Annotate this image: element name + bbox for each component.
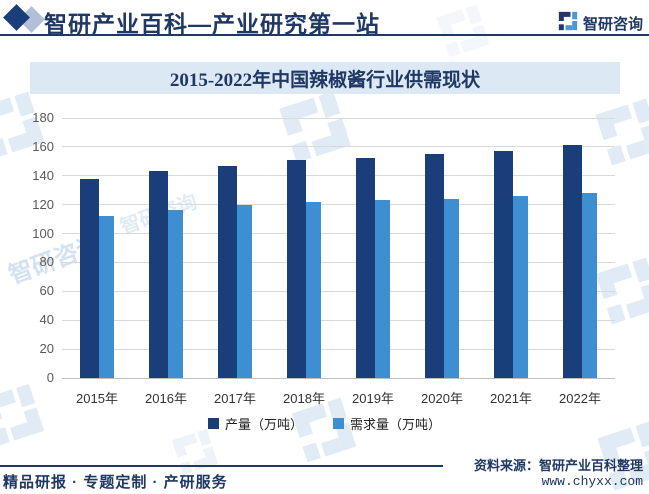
x-tick-label: 2015年 [76,391,118,406]
bar-demand-2018年 [306,201,321,378]
y-tick-label: 120 [32,196,54,212]
gridline [62,261,615,263]
y-tick-label: 140 [32,167,54,183]
footer-services: 精品研报 · 专题定制 · 产研服务 [3,474,228,491]
bar-production-2016年 [149,171,168,378]
gridline [62,146,615,148]
brand-badge: 智研咨询 [558,11,643,36]
chart-title-banner: 2015-2022年中国辣椒酱行业供需现状 [30,62,620,94]
bar-group-2022年 [563,145,597,378]
legend-item-demand: 需求量（万吨） [333,414,441,433]
x-tick-label: 2019年 [352,391,394,406]
y-tick-label: 60 [39,283,54,299]
x-tick-label: 2018年 [283,391,325,406]
plot-area [62,117,615,379]
brand-name: 智研咨询 [582,16,643,33]
bar-production-2021年 [494,151,513,378]
bar-chart: 0 20 40 60 80 100 120 140 160 180 2015年 2016年 2017年… [0,108,649,440]
gridline [62,175,615,177]
website-link[interactable]: www.chyxx.com [541,474,643,489]
header-divider [0,34,649,36]
legend-label-demand: 需求量（万吨） [350,416,442,432]
bar-production-2017年 [218,165,237,378]
y-tick-label: 80 [39,254,54,270]
y-tick-label: 180 [32,110,54,125]
bar-production-2022年 [563,145,582,378]
bar-group-2018年 [287,159,321,378]
bar-group-2019年 [356,158,390,378]
y-tick-label: 0 [46,370,54,385]
bar-demand-2015年 [99,216,114,378]
legend-item-production: 产量（万吨） [207,414,303,433]
gridline [62,233,615,235]
data-source: 资料来源：智研产业百科整理 [473,458,643,473]
gridline [62,117,615,119]
x-tick-label: 2020年 [421,391,463,406]
chart-title: 2015-2022年中国辣椒酱行业供需现状 [169,69,481,91]
bar-demand-2022年 [582,193,597,378]
legend: 产量（万吨） 需求量（万吨） [0,413,649,433]
x-tick-label: 2021年 [490,391,532,406]
legend-swatch-demand [333,417,344,429]
footer-divider [0,465,443,467]
x-tick-label: 2017年 [214,391,256,406]
site-title: 智研产业百科—产业研究第一站 [44,11,380,37]
gridline [62,348,615,350]
bar-demand-2021年 [513,196,528,378]
bar-demand-2020年 [444,198,459,378]
brand-logo-icon [558,11,578,36]
x-axis-line [62,377,615,379]
gridline [62,290,615,292]
bar-demand-2017年 [237,204,252,378]
bar-demand-2019年 [375,200,390,378]
bar-group-2021年 [494,151,528,378]
y-tick-label: 20 [39,341,54,357]
bar-group-2016年 [149,171,183,378]
bar-production-2018年 [287,159,306,378]
bar-demand-2016年 [168,210,183,378]
y-tick-label: 100 [32,225,54,241]
bar-group-2020年 [425,154,459,378]
bar-production-2019年 [356,158,375,378]
x-tick-label: 2022年 [559,391,601,406]
legend-label-production: 产量（万吨） [224,416,303,432]
gridline [62,319,615,321]
gridline [62,204,615,206]
x-tick-label: 2016年 [145,391,187,406]
bar-group-2015年 [80,178,114,378]
y-tick-label: 40 [39,312,54,328]
y-tick-label: 160 [32,138,54,154]
bar-group-2017年 [218,165,252,378]
bar-production-2015年 [80,178,99,378]
header: 智研产业百科—产业研究第一站 智研咨询 [0,0,649,37]
bar-production-2020年 [425,154,444,378]
legend-swatch-production [207,417,219,429]
